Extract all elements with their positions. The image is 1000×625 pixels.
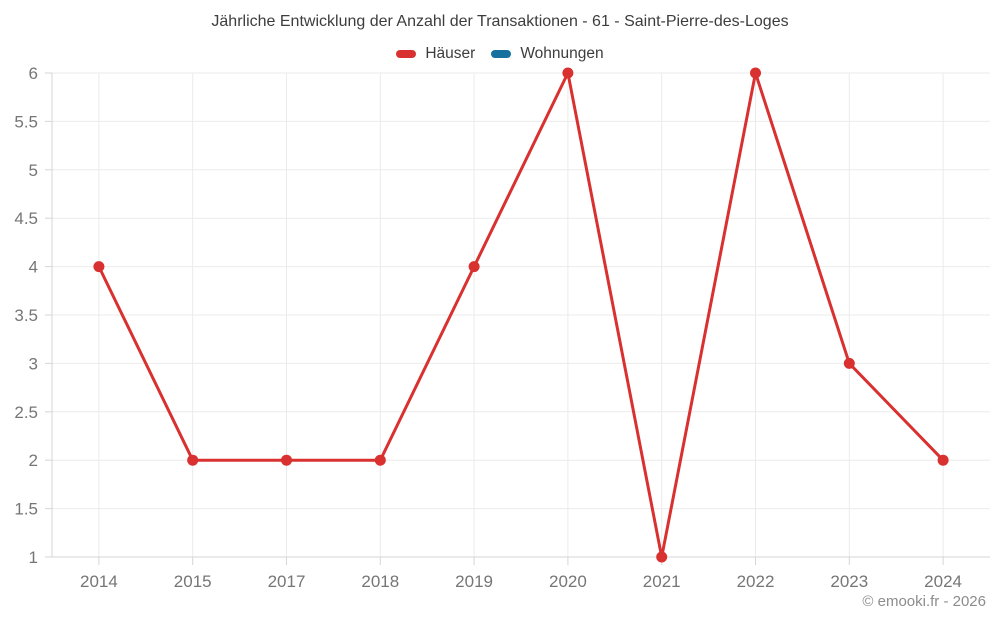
data-point[interactable] xyxy=(843,357,855,369)
legend-swatch-icon xyxy=(491,50,512,58)
legend: Häuser Wohnungen xyxy=(0,45,1000,63)
data-point[interactable] xyxy=(937,454,949,466)
y-tick-label: 4 xyxy=(29,258,38,277)
copyright-text: © emooki.fr - 2026 xyxy=(862,593,986,610)
y-tick-label: 3 xyxy=(29,354,38,373)
series-line xyxy=(97,71,945,559)
x-tick-label: 2024 xyxy=(924,572,962,591)
x-tick-label: 2019 xyxy=(455,572,493,591)
legend-label: Wohnungen xyxy=(520,45,604,62)
x-tick-label: 2023 xyxy=(830,572,868,591)
data-point[interactable] xyxy=(281,454,292,466)
x-tick-label: 2022 xyxy=(737,572,775,591)
y-tick-label: 1.5 xyxy=(14,500,38,519)
legend-swatch-icon xyxy=(396,50,417,58)
x-tick-label: 2017 xyxy=(268,572,306,591)
legend-item[interactable]: Wohnungen xyxy=(491,45,604,63)
x-tick-label: 2020 xyxy=(549,572,587,591)
chart-title: Jährliche Entwicklung der Anzahl der Tra… xyxy=(211,13,789,30)
data-point[interactable] xyxy=(468,261,480,273)
x-tick-label: 2021 xyxy=(643,572,681,591)
y-tick-label: 5 xyxy=(29,161,38,180)
y-tick-label: 3.5 xyxy=(14,306,38,325)
data-point[interactable] xyxy=(656,551,668,563)
data-point[interactable] xyxy=(562,67,574,79)
y-tick-label: 5.5 xyxy=(14,112,38,131)
x-tick-label: 2018 xyxy=(361,572,399,591)
data-point[interactable] xyxy=(374,454,386,466)
y-tick-label: 1 xyxy=(29,548,38,567)
x-tick-label: 2014 xyxy=(80,572,118,591)
legend-item[interactable]: Häuser xyxy=(396,45,475,63)
legend-label: Häuser xyxy=(425,45,476,62)
data-point[interactable] xyxy=(750,67,761,79)
data-point[interactable] xyxy=(93,261,105,273)
y-tick-label: 2 xyxy=(29,451,38,470)
x-tick-label: 2015 xyxy=(174,572,212,591)
y-tick-label: 4.5 xyxy=(14,209,38,228)
y-tick-label: 2.5 xyxy=(14,403,38,422)
data-point[interactable] xyxy=(187,454,199,466)
y-tick-label: 6 xyxy=(29,64,38,83)
